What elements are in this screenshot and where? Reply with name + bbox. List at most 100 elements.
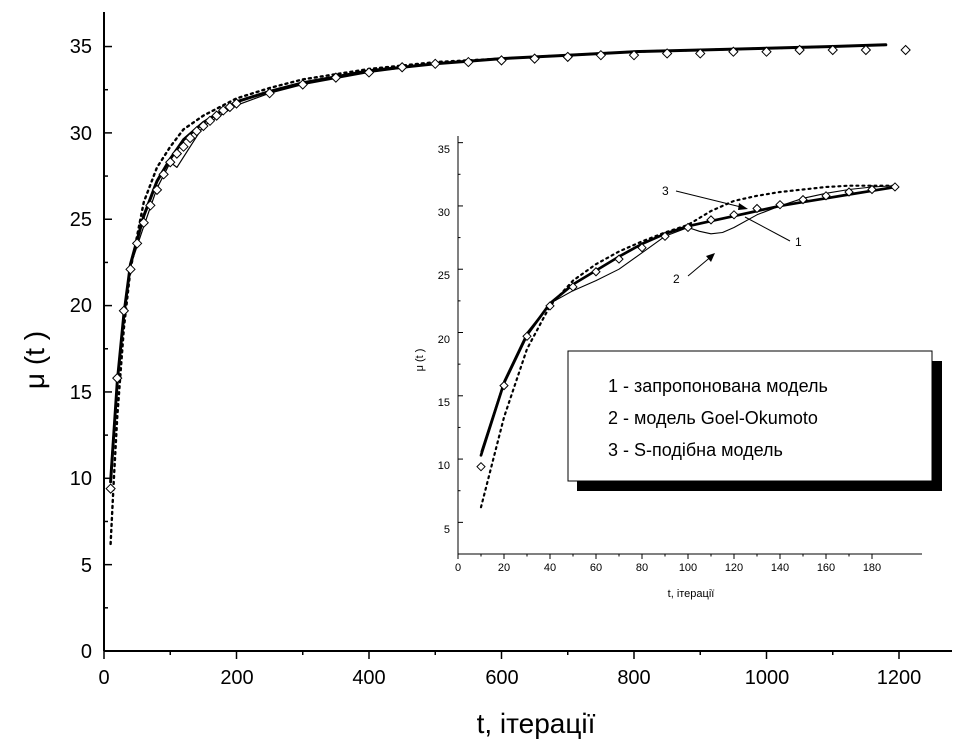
inset-data-point [614, 254, 624, 264]
main-data-point [761, 46, 772, 57]
main-data-point [224, 101, 236, 113]
inset-x-axis-title: t, ітерації [668, 588, 715, 600]
inset-x-tick-label: 180 [863, 562, 881, 574]
inset-y-tick-label: 25 [438, 270, 450, 282]
callout-arrowhead-2 [706, 253, 715, 262]
main-y-tick-label: 25 [70, 209, 92, 231]
inset-x-tick-label: 60 [590, 562, 602, 574]
main-data-point [151, 184, 163, 196]
inset-data-point [775, 199, 785, 210]
main-data-point [595, 49, 607, 61]
legend-entry-1: 1 - запропонована модель [608, 376, 828, 396]
inset-data-point [844, 187, 854, 197]
main-data-point [363, 67, 375, 78]
inset-data-point [821, 191, 831, 201]
main-data-point [496, 55, 507, 66]
inset-x-tick-label: 80 [636, 562, 648, 574]
main-data-point [198, 120, 209, 132]
inset-series-line-2 [480, 185, 896, 453]
inset-data-point [499, 380, 509, 391]
inset-data-point [890, 182, 900, 192]
main-data-point [297, 79, 308, 90]
main-chart: 0 5 10 15 20 25 30 35 0 200 400 600 800 … [19, 12, 952, 739]
main-data-point [661, 48, 673, 59]
callout-label-1: 1 [795, 235, 802, 249]
main-x-tick-label: 0 [98, 667, 109, 689]
main-data-point [125, 264, 136, 275]
inset-data-point [660, 231, 670, 242]
inset-marker-group [476, 182, 900, 472]
main-data-point [171, 148, 183, 159]
inset-chart: 5 10 15 20 25 30 35 0 20 40 60 80 100 12… [414, 136, 942, 600]
inset-y-tick-label: 30 [438, 207, 450, 219]
legend-entry-2: 2 - модель Goel-Okumoto [608, 408, 818, 428]
inset-y-tick-label: 15 [438, 397, 450, 409]
main-data-point [562, 51, 573, 63]
inset-series-line-3 [479, 184, 897, 509]
main-data-point [827, 44, 838, 56]
main-x-tick-label: 200 [220, 667, 253, 689]
inset-y-tick-label: 10 [438, 460, 450, 472]
inset-data-point [867, 184, 877, 195]
inset-data-point [752, 203, 762, 214]
main-data-point [430, 58, 441, 70]
main-y-tick-label: 5 [81, 555, 92, 577]
main-x-tick-label: 1200 [877, 667, 922, 689]
legend-box [567, 350, 933, 482]
main-data-point [105, 483, 116, 494]
inset-y-tick-label: 35 [438, 144, 450, 156]
main-x-tick-label: 800 [617, 667, 650, 689]
main-data-point [264, 87, 275, 99]
inset-y-tick-label: 20 [438, 334, 450, 346]
inset-x-tick-label: 0 [455, 562, 461, 574]
main-data-point [112, 372, 123, 384]
callout-label-3: 3 [662, 184, 669, 198]
main-data-point [794, 44, 805, 56]
main-data-point [191, 125, 202, 137]
main-data-point [165, 157, 176, 168]
legend-entry-3: 3 - S-подібна модель [608, 440, 783, 460]
callout-leader-1 [744, 216, 791, 242]
inset-data-point [568, 282, 578, 292]
main-data-point [138, 217, 149, 228]
main-marker-group [105, 44, 911, 494]
inset-ticks [457, 142, 873, 559]
main-data-point [118, 305, 130, 316]
main-y-tick-label: 10 [70, 468, 92, 490]
main-data-point [900, 44, 911, 56]
inset-data-point [476, 461, 486, 472]
inset-y-tick-label: 5 [444, 524, 450, 536]
main-y-tick-label: 20 [70, 295, 92, 317]
inset-y-axis-title: μ (t ) [414, 349, 426, 372]
main-y-tick-label: 15 [70, 382, 92, 404]
inset-data-point [729, 210, 739, 220]
callout-arrowhead-3 [738, 203, 748, 210]
main-data-point [145, 200, 156, 211]
main-data-point [529, 53, 540, 64]
main-x-tick-label: 600 [485, 667, 518, 689]
callout-label-2: 2 [673, 272, 680, 286]
main-data-point [396, 62, 408, 73]
inset-x-tick-label: 100 [679, 562, 697, 574]
inset-data-point [683, 222, 693, 233]
inset-data-point [522, 331, 532, 342]
main-data-point [231, 98, 242, 109]
inset-x-tick-label: 160 [817, 562, 835, 574]
callout-arrow-3 [675, 190, 746, 209]
main-data-point [330, 72, 342, 83]
inset-x-tick-label: 20 [498, 562, 510, 574]
main-data-point [178, 141, 189, 152]
main-data-point [218, 105, 229, 116]
main-data-point [131, 238, 143, 249]
inset-x-tick-label: 140 [771, 562, 789, 574]
main-y-tick-label: 35 [70, 36, 92, 58]
inset-x-tick-label: 40 [544, 562, 556, 574]
main-data-point [184, 132, 196, 144]
inset-data-point [591, 267, 601, 277]
main-data-point [463, 56, 474, 68]
inset-data-point [637, 243, 647, 253]
main-y-tick-label: 0 [81, 641, 92, 663]
main-y-tick-label: 30 [70, 123, 92, 145]
inset-x-tick-label: 120 [725, 562, 743, 574]
main-data-point [728, 46, 739, 57]
